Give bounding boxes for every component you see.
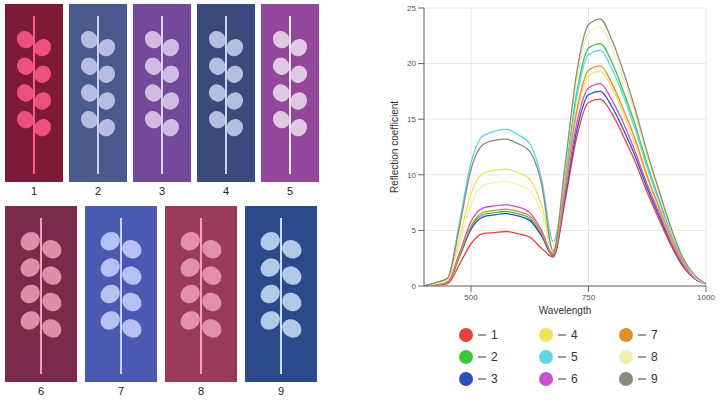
html-text:8: 8: [651, 350, 658, 364]
svg-text:1: 1: [31, 185, 37, 197]
svg-text:20: 20: [407, 59, 416, 68]
svg-text:5: 5: [412, 226, 417, 235]
html-text:3: 3: [491, 372, 498, 386]
svg-text:Reflection coefficient: Reflection coefficient: [389, 101, 400, 193]
svg-text:9: 9: [278, 385, 284, 397]
html-text:6: 6: [571, 372, 578, 386]
svg-text:7: 7: [118, 385, 124, 397]
svg-text:500: 500: [464, 293, 478, 302]
html-text:5: 5: [571, 350, 578, 364]
html-text:4: 4: [571, 328, 578, 342]
html-text:7: 7: [651, 328, 658, 342]
svg-text:750: 750: [582, 293, 596, 302]
svg-text:10: 10: [407, 171, 416, 180]
svg-text:0: 0: [412, 282, 417, 291]
svg-text:25: 25: [407, 4, 416, 13]
svg-text:15: 15: [407, 115, 416, 124]
svg-text:8: 8: [198, 385, 204, 397]
svg-text:2: 2: [95, 185, 101, 197]
html-text:2: 2: [491, 350, 498, 364]
svg-text:4: 4: [223, 185, 229, 197]
html-text:9: 9: [651, 372, 658, 386]
svg-text:3: 3: [159, 185, 165, 197]
svg-text:1000: 1000: [697, 293, 715, 302]
html-text:1: 1: [491, 328, 498, 342]
svg-text:Wavelength: Wavelength: [539, 305, 591, 316]
svg-text:5: 5: [287, 185, 293, 197]
svg-text:6: 6: [38, 385, 44, 397]
